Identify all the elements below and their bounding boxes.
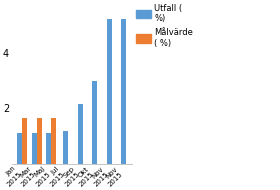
Bar xyxy=(63,131,68,164)
Bar xyxy=(22,118,27,164)
Bar xyxy=(78,104,83,164)
Bar xyxy=(92,81,97,164)
Bar xyxy=(37,118,42,164)
Legend: Utfall (
%), Målvärde
( %): Utfall ( %), Målvärde ( %) xyxy=(136,4,193,48)
Bar xyxy=(121,19,126,164)
Bar xyxy=(107,19,112,164)
Bar xyxy=(32,134,37,164)
Bar xyxy=(17,134,22,164)
Bar xyxy=(51,118,56,164)
Bar xyxy=(46,134,51,164)
